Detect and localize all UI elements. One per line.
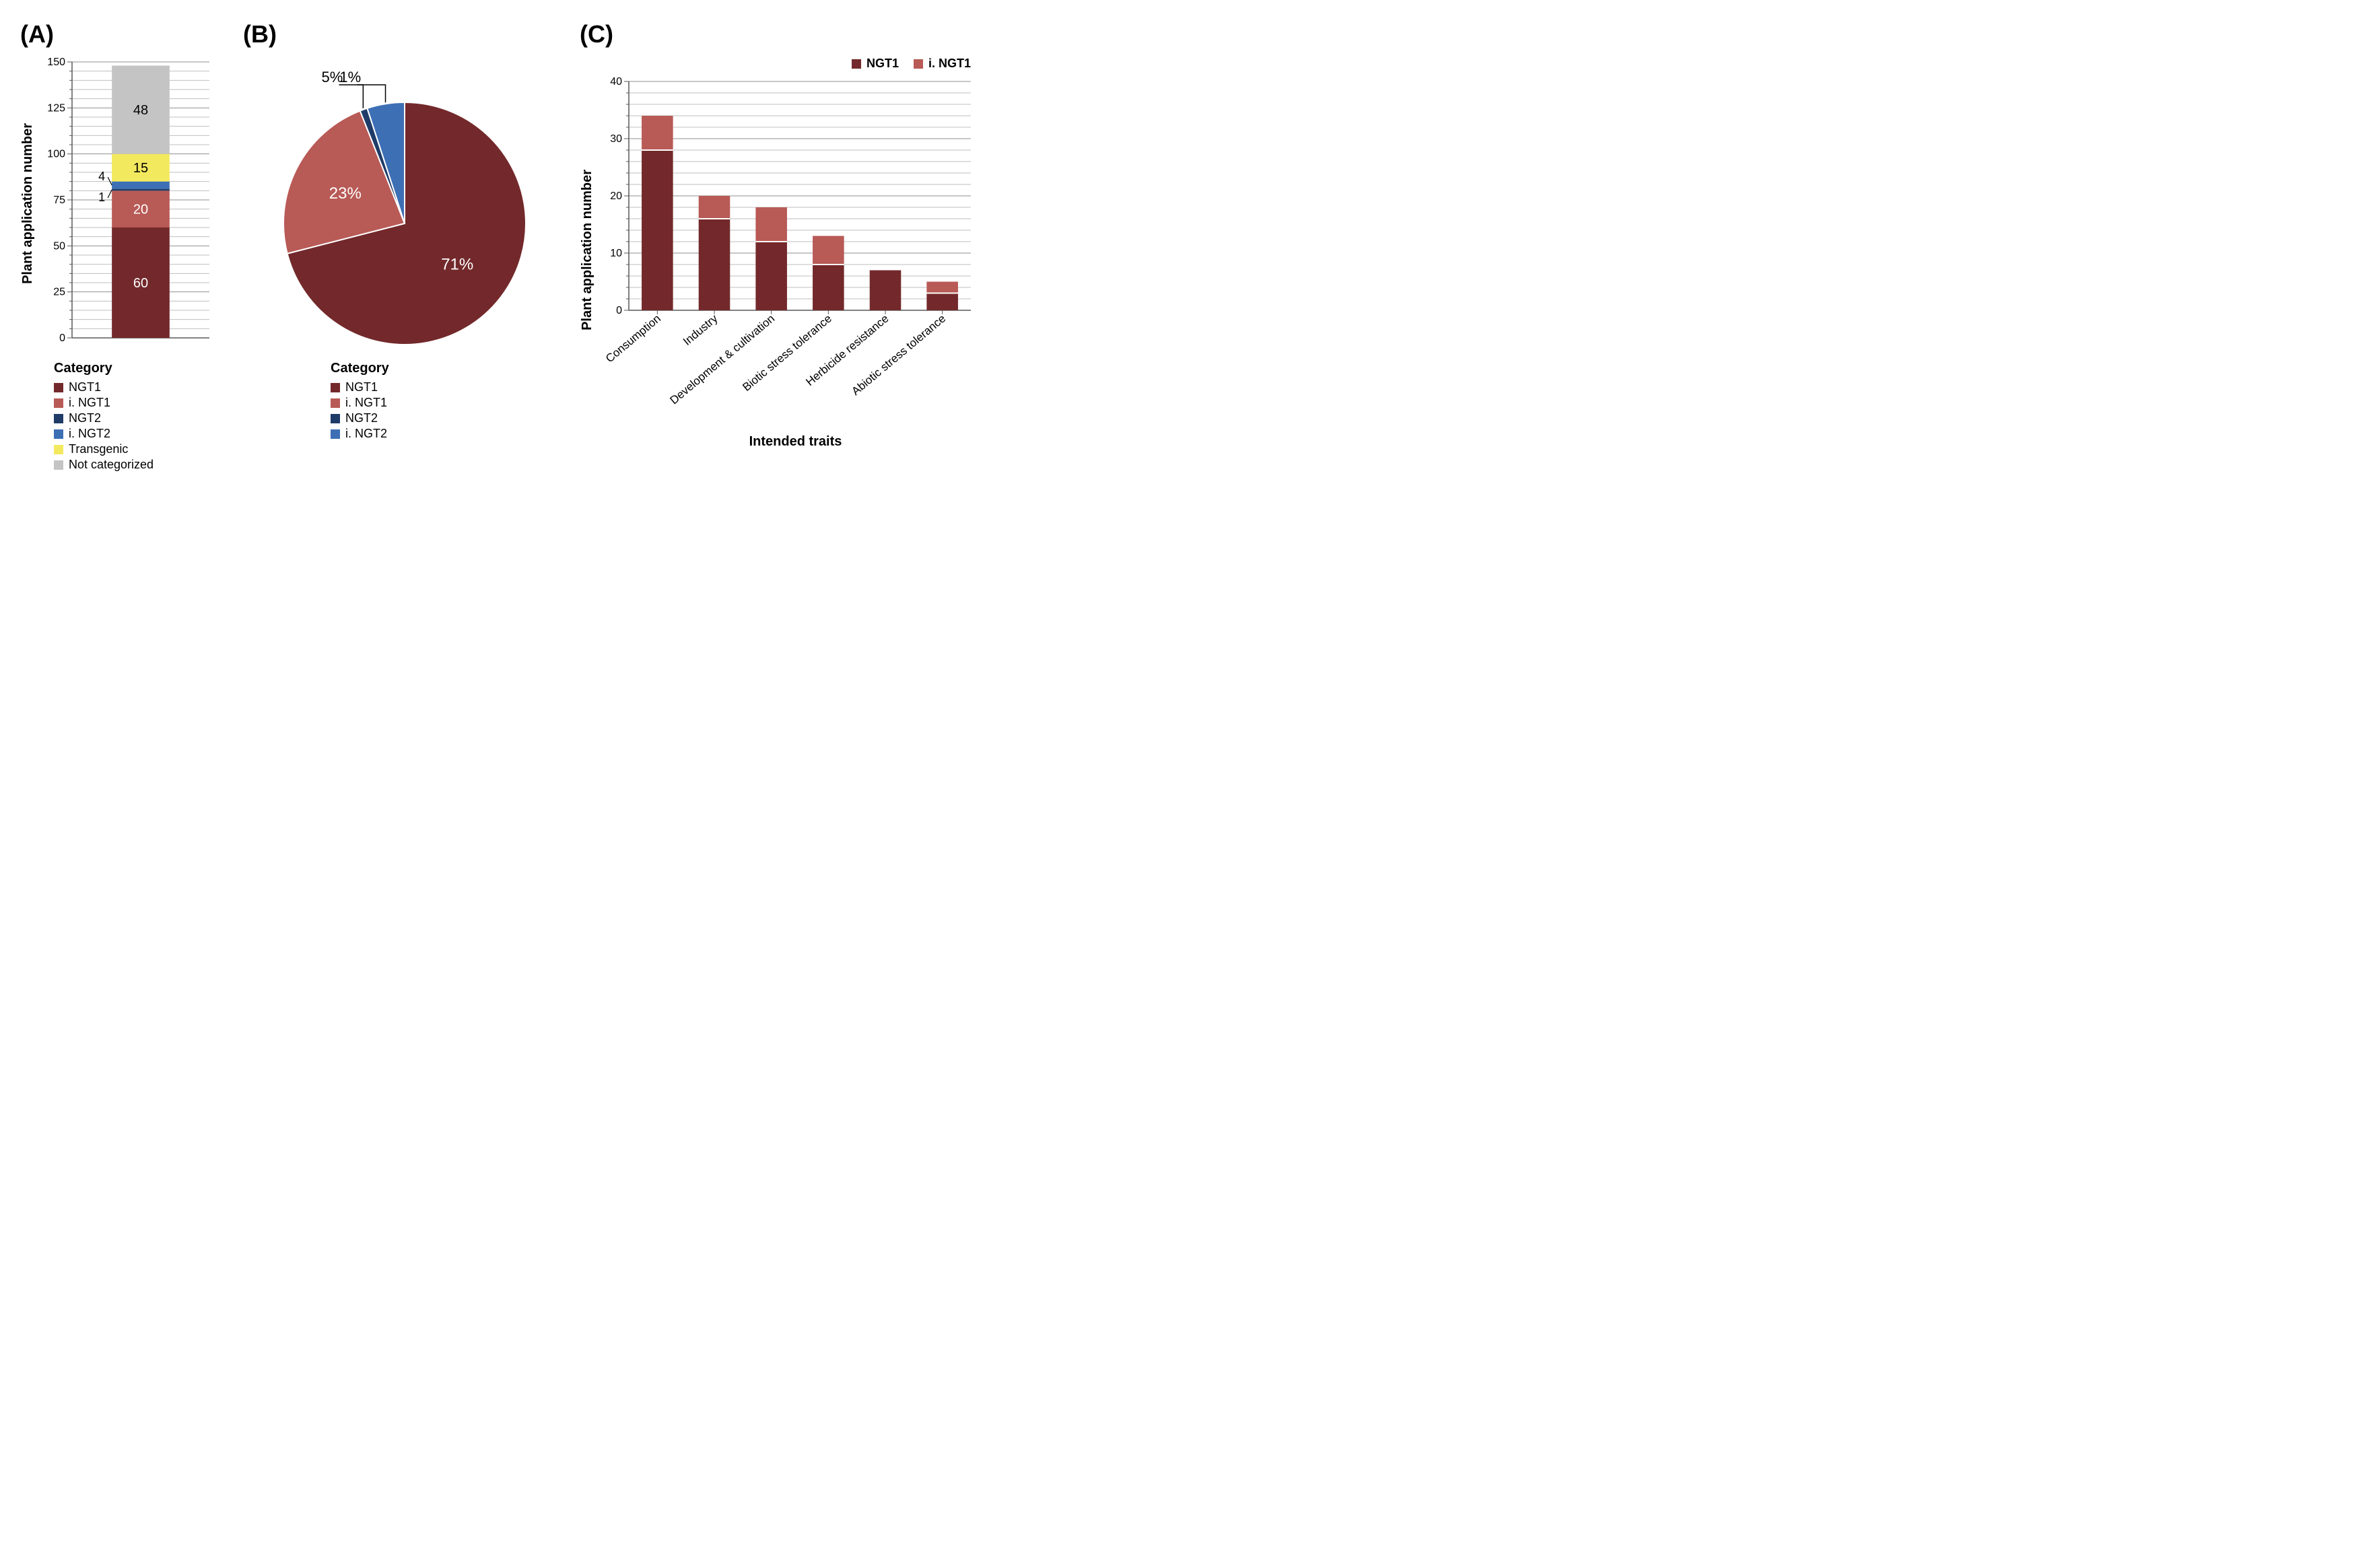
legend-item: Not categorized bbox=[54, 458, 216, 472]
svg-text:10: 10 bbox=[610, 248, 622, 259]
svg-text:0: 0 bbox=[59, 332, 65, 344]
legend-swatch bbox=[54, 414, 63, 423]
legend-swatch bbox=[331, 429, 340, 439]
panel-c-label: (C) bbox=[580, 20, 978, 48]
svg-text:20: 20 bbox=[133, 203, 148, 217]
panel-a-legend: Category NGT1 i. NGT1NGT2 i. NGT2Transgeni… bbox=[54, 361, 216, 473]
panel-c-legend: NGT1 i. NGT1 bbox=[580, 55, 978, 72]
svg-text:Abiotic stress tolerance: Abiotic stress tolerance bbox=[849, 312, 948, 398]
svg-text:30: 30 bbox=[610, 133, 622, 145]
legend-label: NGT1 bbox=[69, 380, 101, 394]
svg-text:50: 50 bbox=[53, 240, 65, 252]
svg-text:Consumption: Consumption bbox=[603, 312, 663, 365]
legend-item: NGT2 bbox=[54, 411, 216, 425]
svg-text:23%: 23% bbox=[329, 184, 362, 203]
svg-text:75: 75 bbox=[53, 195, 65, 206]
legend-item: NGT1 bbox=[331, 380, 553, 394]
figure-row: (A) Plant application number 02550751001… bbox=[20, 20, 2360, 473]
svg-text:150: 150 bbox=[47, 57, 65, 68]
legend-swatch bbox=[331, 383, 340, 392]
svg-text:40: 40 bbox=[610, 76, 622, 87]
legend-swatch bbox=[54, 460, 63, 470]
legend-swatch bbox=[914, 59, 923, 69]
legend-item: i. NGT2 bbox=[54, 427, 216, 441]
legend-swatch bbox=[331, 414, 340, 423]
svg-text:4: 4 bbox=[98, 170, 105, 183]
panel-a-svg: 0 25 50 75 100 125 150 60 20 15 48 4 1 bbox=[41, 55, 216, 351]
legend-label: NGT2 bbox=[69, 411, 101, 425]
legend-item: i. NGT1 bbox=[331, 396, 553, 410]
panel-c: (C) NGT1 i. NGT1 Plant application number… bbox=[580, 20, 978, 450]
legend-swatch bbox=[331, 398, 340, 408]
svg-text:25: 25 bbox=[53, 287, 65, 298]
panel-a-chart-wrap: Plant application number 0 25 50 75 100 125 15… bbox=[20, 55, 216, 351]
legend-label: i. NGT1 bbox=[69, 396, 110, 410]
legend-swatch bbox=[54, 383, 63, 392]
panel-a-label: (A) bbox=[20, 20, 216, 48]
legend-swatch bbox=[54, 429, 63, 439]
legend-label: NGT2 bbox=[345, 411, 378, 425]
panel-c-svg: 0 10 20 30 40 Consumption IndustryDevelopment … bbox=[601, 75, 978, 425]
svg-text:15: 15 bbox=[133, 161, 148, 176]
legend-swatch bbox=[852, 59, 861, 69]
svg-text:Industry: Industry bbox=[681, 312, 720, 348]
svg-text:5%: 5% bbox=[322, 69, 343, 85]
svg-text:71%: 71% bbox=[441, 256, 473, 274]
svg-text:1: 1 bbox=[98, 190, 105, 204]
panel-a: (A) Plant application number 0 25 50 75 100 1… bbox=[20, 20, 216, 473]
legend-label: Not categorized bbox=[69, 458, 154, 472]
panel-a-legend-title: Category bbox=[54, 361, 216, 376]
svg-text:100: 100 bbox=[47, 149, 65, 160]
panel-a-ylabel: Plant application number bbox=[20, 123, 36, 284]
panel-b-legend-title: Category bbox=[331, 361, 553, 376]
legend-item: i. NGT1 bbox=[54, 396, 216, 410]
legend-swatch bbox=[54, 445, 63, 454]
legend-item: NGT2 bbox=[331, 411, 553, 425]
panel-b: (B) 71%23%1%5% Category NGT1i. NGT1NGT2i… bbox=[243, 20, 553, 442]
legend-label: NGT1 bbox=[345, 380, 378, 394]
legend-label: i. NGT2 bbox=[69, 427, 110, 441]
legend-label: i. NGT1 bbox=[928, 57, 971, 71]
svg-text:125: 125 bbox=[47, 102, 65, 114]
legend-label: Transgenic bbox=[69, 442, 128, 456]
legend-label: i. NGT1 bbox=[345, 396, 387, 410]
legend-swatch bbox=[54, 398, 63, 408]
legend-item: NGT1 bbox=[852, 57, 899, 71]
svg-text:0: 0 bbox=[616, 305, 622, 316]
legend-item: NGT1 bbox=[54, 380, 216, 394]
legend-item: i. NGT1 bbox=[914, 57, 971, 71]
panel-b-legend: Category NGT1 i. NGT1NGT2 i. NGT2 bbox=[331, 361, 553, 442]
svg-text:48: 48 bbox=[133, 103, 148, 118]
panel-c-xlabel: Intended traits bbox=[613, 434, 978, 450]
panel-b-svg: 71%23%1%5% bbox=[243, 55, 553, 351]
legend-label: i. NGT2 bbox=[345, 427, 387, 441]
legend-item: i. NGT2 bbox=[331, 427, 553, 441]
svg-text:60: 60 bbox=[133, 276, 148, 291]
panel-b-label: (B) bbox=[243, 20, 553, 48]
legend-item: Transgenic bbox=[54, 442, 216, 456]
panel-c-chart-wrap: Plant application number 0 10 20 30 40 Consum… bbox=[580, 75, 978, 425]
legend-label: NGT1 bbox=[866, 57, 899, 71]
svg-text:Development & cultivation: Development & cultivation bbox=[667, 312, 777, 407]
panel-c-ylabel: Plant application number bbox=[580, 170, 595, 330]
svg-text:20: 20 bbox=[610, 190, 622, 202]
